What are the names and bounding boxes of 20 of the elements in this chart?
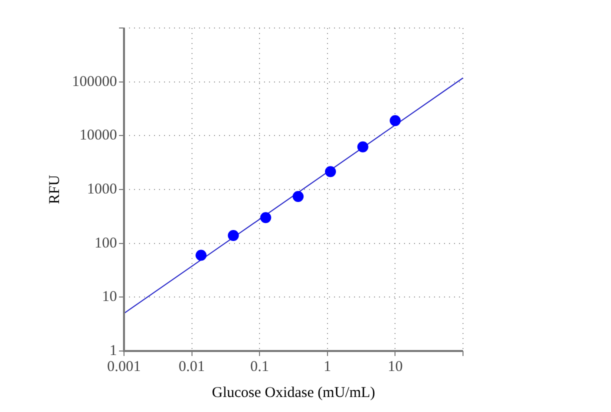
y-tick-label: 1 (110, 342, 117, 359)
point (260, 212, 272, 224)
point (196, 250, 207, 261)
y-axis-title: RFU (46, 174, 63, 204)
point (228, 230, 239, 241)
point (390, 115, 401, 126)
x-tick-label: 10 (388, 358, 403, 375)
y-tick-label: 1000 (87, 181, 117, 198)
x-tick-label: 1 (324, 358, 332, 375)
point (357, 141, 368, 152)
x-tick-label: 0.01 (178, 358, 205, 375)
y-tick-label: 100000 (72, 74, 117, 90)
x-tick-label: 0.1 (250, 358, 269, 375)
x-tick-label: 0.001 (107, 358, 141, 375)
y-tick-label: 100 (94, 235, 117, 252)
point (292, 191, 304, 202)
y-tick-label: 10000 (80, 128, 117, 144)
x-axis-title: Glucose Oxidase (mU/mL) (212, 384, 376, 401)
y-tick-label: 10 (102, 289, 117, 306)
point (324, 166, 336, 178)
